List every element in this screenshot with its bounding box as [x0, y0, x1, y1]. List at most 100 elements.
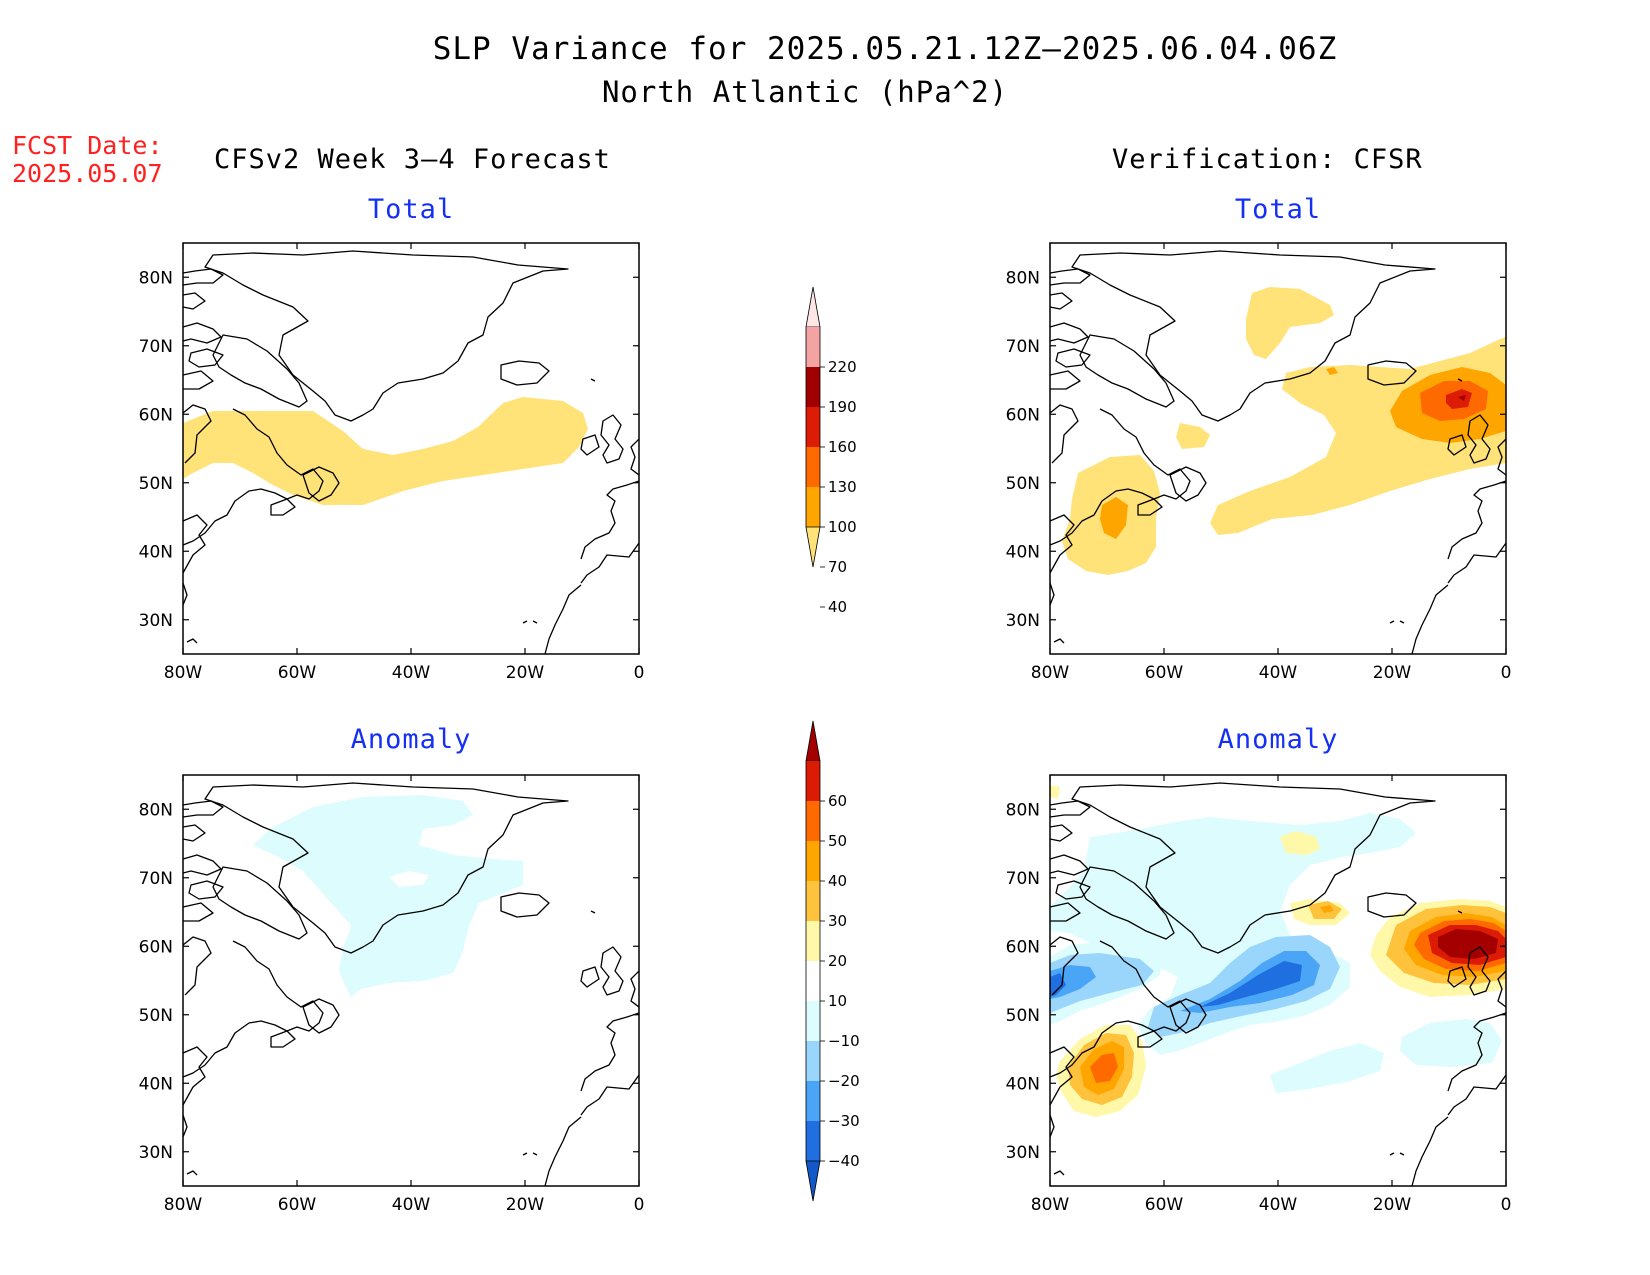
lat-label: 40N [1006, 542, 1040, 562]
chart-title: SLP Variance for 2025.05.21.12Z–2025.06.… [432, 31, 1338, 67]
lon-label: 80W [1031, 1195, 1070, 1215]
colorbar-label: −40 [828, 1152, 860, 1170]
lon-label: 60W [278, 1195, 317, 1215]
contour-neg30-verif-anom-a [1050, 965, 1096, 999]
contour-40-verif-total-c [1176, 423, 1210, 449]
axis-labels: 80N 70N 60N 50N 40N 30N 80W 60W 40W 20W 0 80N 70N 60N… [139, 243, 1512, 1215]
lat-label: 80N [139, 800, 173, 820]
colorbar-label: 50 [828, 832, 847, 850]
lat-label: 50N [139, 474, 173, 494]
lat-label: 40N [139, 542, 173, 562]
lat-label: 60N [139, 405, 173, 425]
lat-label: 60N [139, 937, 173, 957]
contour-160-verif-total [1458, 395, 1466, 401]
contour-10-verif-anom-a [1280, 831, 1320, 855]
colorbar-segment [806, 1081, 820, 1121]
panel-subtitle-verif-total: Total [1234, 194, 1322, 225]
lon-label: 40W [392, 1195, 431, 1215]
lon-label: 0 [1501, 663, 1512, 683]
map-panel-fcst-anom [182, 774, 640, 1187]
colorbar-label: 20 [828, 952, 847, 970]
panel-subtitle-fcst-total: Total [367, 194, 455, 225]
contour-40-fcst-total [183, 397, 588, 505]
colorbar-arrow-top [805, 720, 821, 762]
colorbar-segment [806, 1121, 820, 1161]
verification-column-title: Verification: CFSR [1112, 144, 1423, 175]
colorbar-segment [806, 761, 820, 801]
lat-label: 70N [139, 337, 173, 357]
lon-label: 60W [1145, 1195, 1184, 1215]
contour-130-verif-total [1446, 389, 1472, 409]
lat-label: 70N [1006, 869, 1040, 889]
lat-label: 30N [1006, 611, 1040, 631]
colorbar-segment [806, 327, 820, 367]
lon-label: 20W [506, 1195, 545, 1215]
contour-hole-fcst-anom [389, 871, 429, 887]
lon-label: 40W [1259, 663, 1298, 683]
colorbar-segment [806, 447, 820, 487]
lat-label: 30N [1006, 1143, 1040, 1163]
contour-40-verif-anom-b [1090, 1053, 1118, 1083]
lat-label: 70N [1006, 337, 1040, 357]
colorbar-segment [806, 841, 820, 881]
lat-label: 50N [1006, 474, 1040, 494]
chart-subtitle: North Atlantic (hPa^2) [601, 75, 1009, 109]
colorbar-label: 60 [828, 792, 847, 810]
panel-subtitle-verif-anom: Anomaly [1217, 724, 1339, 755]
panel-subtitle-fcst-anom: Anomaly [350, 724, 472, 755]
lat-label: 50N [139, 1006, 173, 1026]
contour-70-verif-total-c [1326, 367, 1338, 375]
colorbar-segment [806, 1001, 820, 1041]
colorbar-label: 130 [828, 478, 857, 496]
lat-label: 60N [1006, 405, 1040, 425]
fcst-date-label: FCST Date: [12, 131, 163, 160]
lat-label: 40N [1006, 1074, 1040, 1094]
map-panel-fcst-total [182, 242, 640, 655]
contour-40-verif-total-a [1246, 287, 1334, 359]
forecast-column-title: CFSv2 Week 3–4 Forecast [214, 144, 611, 175]
colorbar-segment [806, 921, 820, 961]
lon-label: 40W [1259, 1195, 1298, 1215]
lat-label: 40N [139, 1074, 173, 1094]
lon-label: 0 [1501, 1195, 1512, 1215]
colorbar-label: −30 [828, 1112, 860, 1130]
colorbar-arrow-top [805, 286, 821, 328]
colorbar-label: −20 [828, 1072, 860, 1090]
lon-label: 0 [634, 1195, 645, 1215]
lat-label: 50N [1006, 1006, 1040, 1026]
colorbar-anomaly: 60 50 40 30 20 10 −10 −20 −30 −40 [805, 720, 860, 1202]
lat-label: 80N [139, 268, 173, 288]
colorbar-label: −10 [828, 1032, 860, 1050]
lon-label: 20W [1373, 1195, 1412, 1215]
lat-label: 70N [139, 869, 173, 889]
contour-neg40-verif-anom-b [1200, 961, 1302, 1007]
colorbar-segment [806, 961, 820, 1001]
colorbar-label: 40 [828, 598, 847, 616]
colorbar-segment [806, 407, 820, 447]
colorbar-arrow-bottom [805, 526, 821, 568]
lat-label: 60N [1006, 937, 1040, 957]
colorbar-segment [806, 881, 820, 921]
colorbar-label: 40 [828, 872, 847, 890]
lon-label: 20W [506, 663, 545, 683]
lon-label: 60W [278, 663, 317, 683]
contour-neg10-verif-anom-a [1050, 813, 1416, 1055]
map-panel-verif-total [1049, 242, 1507, 655]
lon-label: 80W [164, 1195, 203, 1215]
colorbar-label: 70 [828, 558, 847, 576]
colorbar-segment [806, 801, 820, 841]
colorbar-segment [806, 487, 820, 527]
lat-label: 30N [139, 1143, 173, 1163]
colorbar-label: 160 [828, 438, 857, 456]
colorbar-label: 190 [828, 398, 857, 416]
contour-neg40-verif-anom-a [1050, 973, 1066, 997]
colorbar-label: 10 [828, 992, 847, 1010]
lat-label: 30N [139, 611, 173, 631]
fcst-date-value: 2025.05.07 [12, 159, 163, 188]
contour-neg10-verif-anom-d [1400, 1019, 1502, 1067]
contour-10-verif-anom-e [1050, 785, 1060, 799]
lon-label: 60W [1145, 663, 1184, 683]
lon-label: 80W [1031, 663, 1070, 683]
contour-30-verif-anom-c [1320, 905, 1334, 913]
